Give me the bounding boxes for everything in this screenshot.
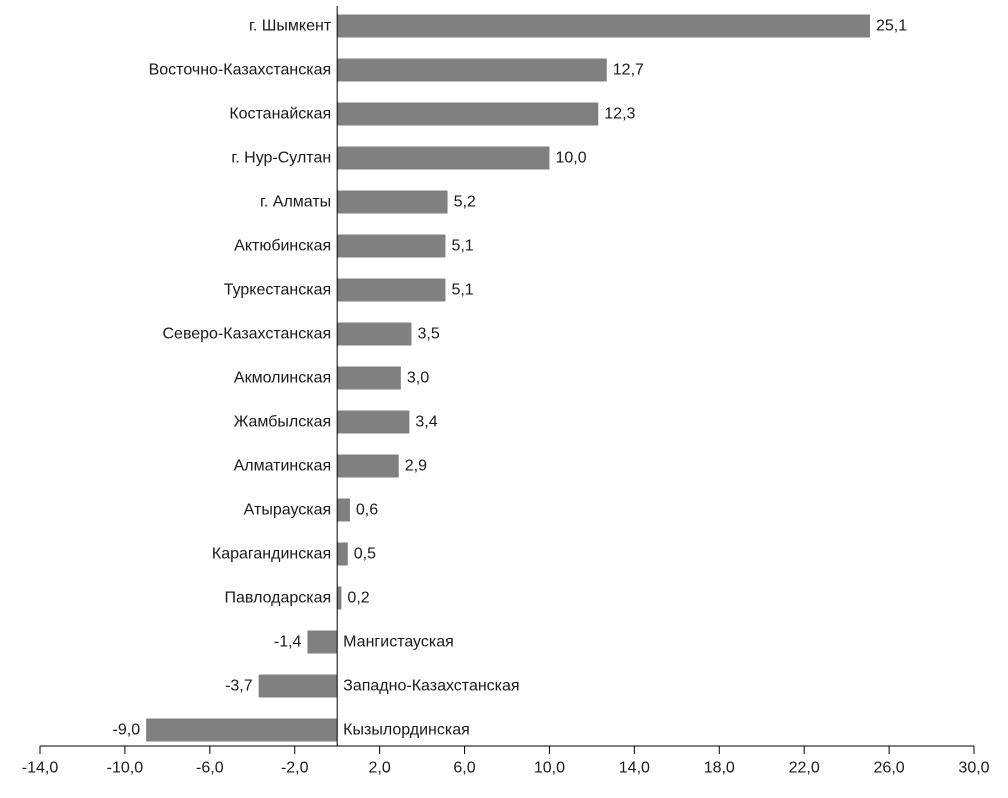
- bar: [337, 498, 350, 522]
- category-labels-group: г. Шымкент Восточно-Казахстанская Костанай…: [149, 18, 520, 739]
- x-tick-label: -10,0: [107, 760, 144, 777]
- category-label: Жамбылская: [234, 414, 332, 431]
- category-label: Карагандинская: [212, 546, 331, 563]
- bar: [337, 234, 446, 258]
- category-label: Актюбинская: [234, 238, 331, 255]
- category-label: г. Алматы: [260, 194, 331, 211]
- bar: [337, 542, 348, 566]
- value-label: 10,0: [555, 150, 586, 167]
- category-label: Кызылординская: [343, 722, 470, 739]
- category-label: Атырауская: [244, 502, 332, 519]
- category-label: г. Шымкент: [249, 18, 332, 35]
- category-label: Северо-Казахстанская: [162, 326, 331, 343]
- value-label: -9,0: [113, 722, 141, 739]
- category-label: Туркестанская: [224, 282, 331, 299]
- category-label: Костанайская: [229, 106, 331, 123]
- value-label: 0,2: [347, 590, 369, 607]
- value-label: 12,7: [613, 62, 644, 79]
- value-label: 2,9: [405, 458, 427, 475]
- value-label: 3,0: [407, 370, 429, 387]
- bar: [337, 322, 412, 346]
- x-tick-label: 2,0: [369, 760, 391, 777]
- bar: [337, 58, 607, 82]
- category-label: Алматинская: [234, 458, 332, 475]
- x-tick-label: 10,0: [534, 760, 565, 777]
- value-label: 25,1: [876, 18, 907, 35]
- value-label: 5,1: [451, 282, 473, 299]
- category-label: Мангистауская: [343, 634, 454, 651]
- x-tick-label: 22,0: [789, 760, 820, 777]
- category-label: Павлодарская: [225, 590, 332, 607]
- bar: [337, 454, 399, 478]
- x-tick-label: -2,0: [281, 760, 309, 777]
- category-label: Западно-Казахстанская: [343, 678, 519, 695]
- value-label: 0,5: [354, 546, 376, 563]
- bar: [258, 674, 338, 698]
- bar: [337, 102, 599, 126]
- value-label: 3,5: [417, 326, 439, 343]
- bar: [146, 718, 338, 742]
- x-tick-label: 6,0: [453, 760, 475, 777]
- category-label: Восточно-Казахстанская: [149, 62, 332, 79]
- bar: [337, 586, 342, 610]
- bar: [337, 366, 401, 390]
- category-label: г. Нур-Султан: [231, 150, 331, 167]
- bar: [337, 278, 446, 302]
- x-tick-label: -14,0: [22, 760, 59, 777]
- bar: [337, 190, 448, 214]
- bar: [337, 146, 550, 170]
- bar: [307, 630, 338, 654]
- category-label: Акмолинская: [234, 370, 331, 387]
- value-label: 3,4: [415, 414, 437, 431]
- x-tick-label: 18,0: [704, 760, 735, 777]
- x-tick-label: 14,0: [619, 760, 650, 777]
- value-label: -1,4: [274, 634, 302, 651]
- value-label: 5,2: [454, 194, 476, 211]
- x-tick-label: 30,0: [958, 760, 989, 777]
- bar: [337, 410, 410, 434]
- x-tick-label: -6,0: [196, 760, 224, 777]
- value-label: 5,1: [451, 238, 473, 255]
- value-label: -3,7: [225, 678, 253, 695]
- x-ticks-group: -14,0 -10,0 -6,0 -2,0 2,0 6,0 10,0 14,0 18,0 22,0…: [22, 746, 990, 777]
- value-label: 0,6: [356, 502, 378, 519]
- x-tick-label: 26,0: [874, 760, 905, 777]
- value-label: 12,3: [604, 106, 635, 123]
- value-labels-group: 25,1 12,7 12,3 10,0 5,2 5,1 5,1 3,5 3,0 3,4 2,9 0,6…: [113, 18, 908, 739]
- bar: [337, 14, 870, 38]
- bars-group: [146, 14, 870, 742]
